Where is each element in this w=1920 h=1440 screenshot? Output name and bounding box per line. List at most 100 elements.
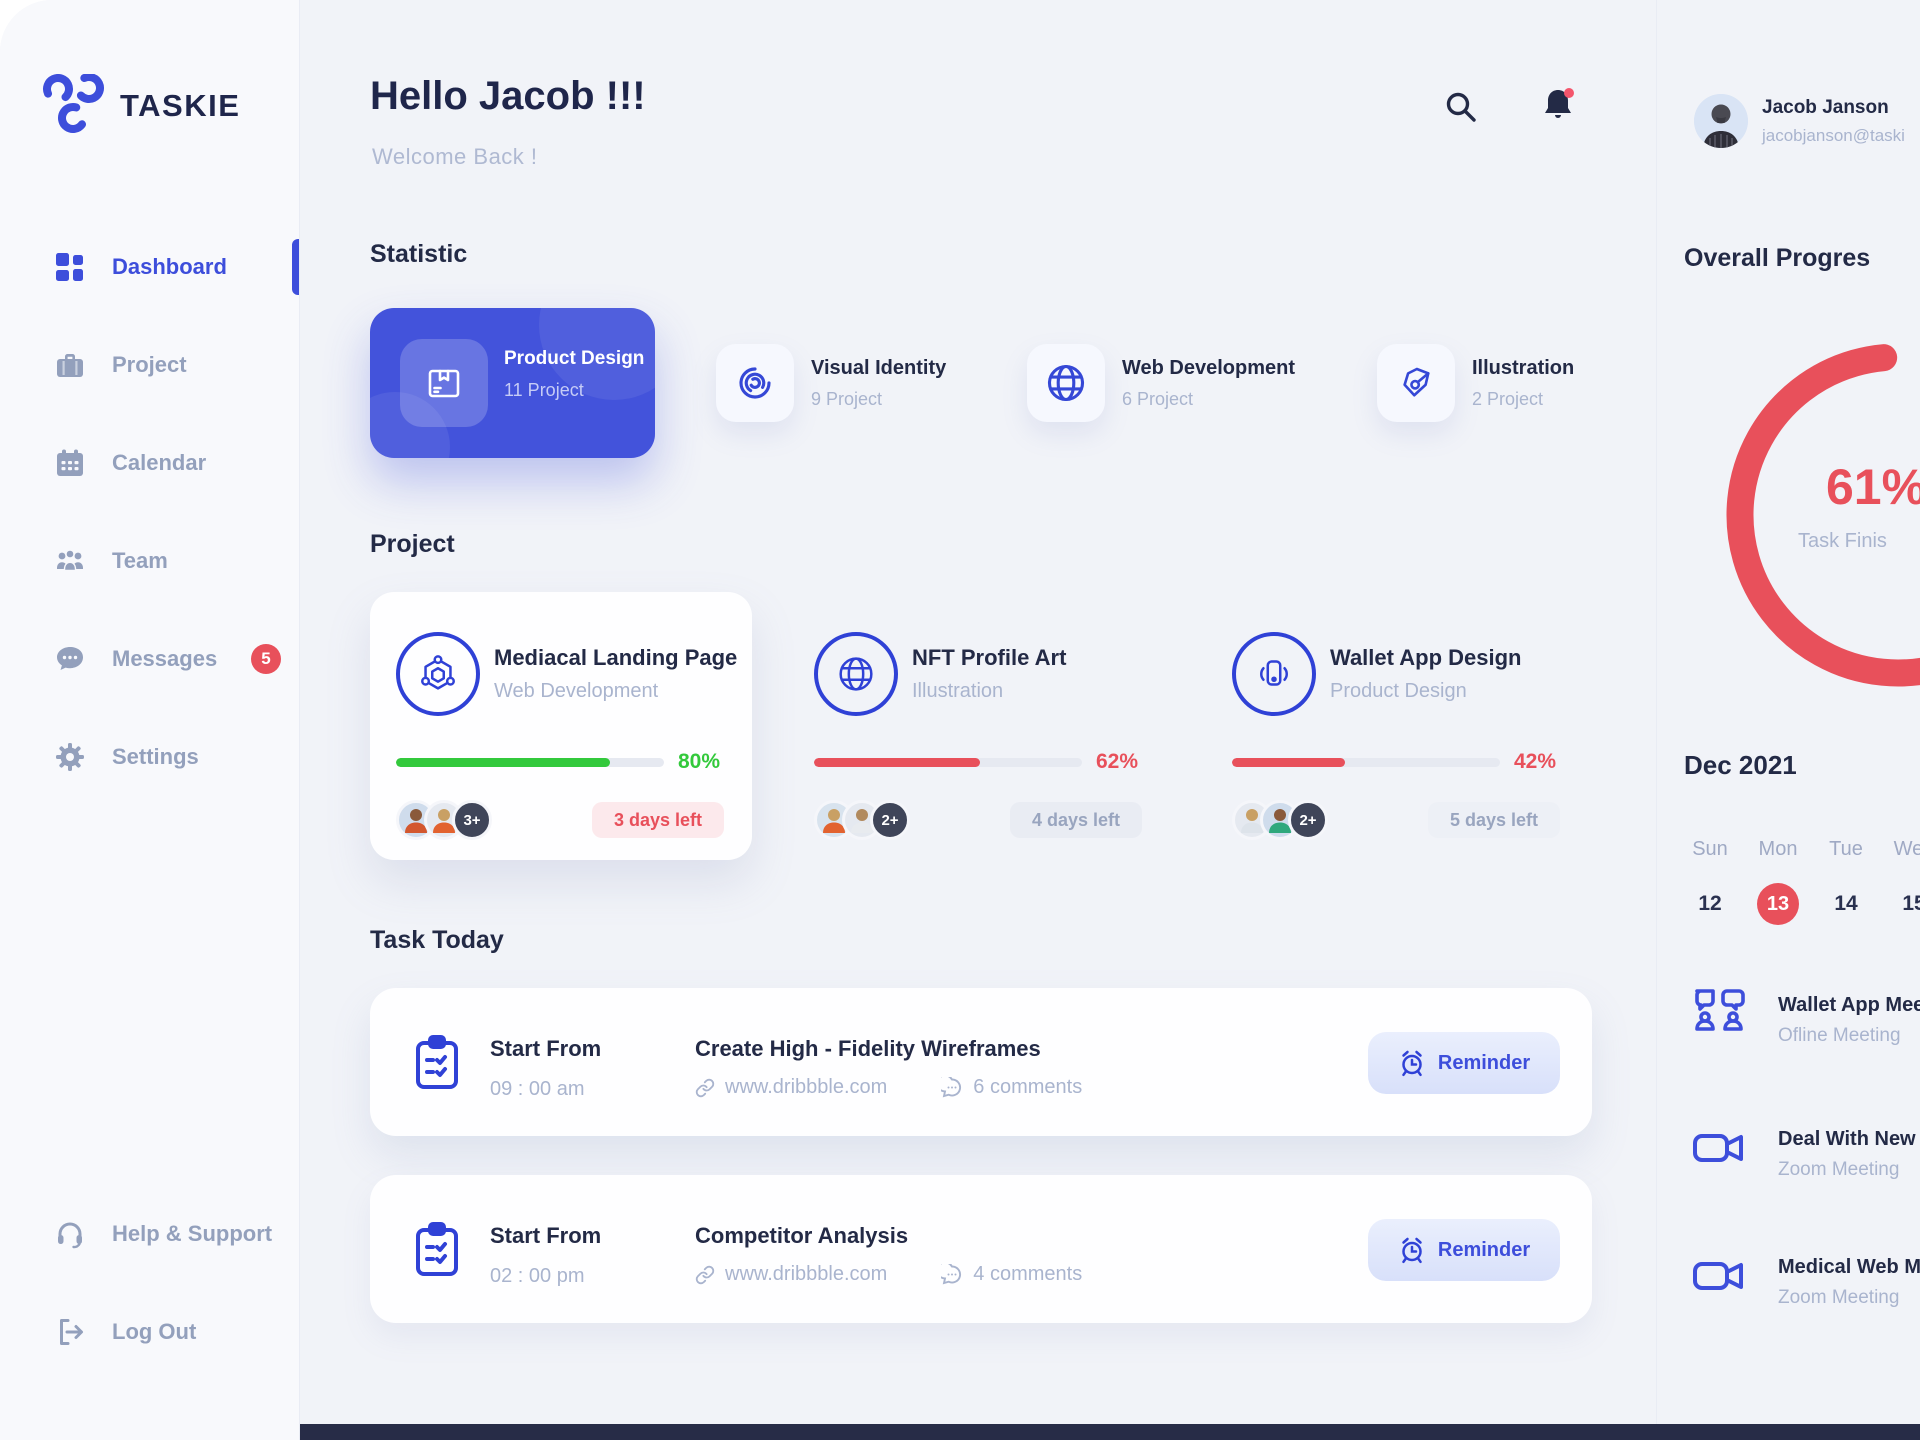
notifications-button[interactable]	[1540, 86, 1576, 126]
alarm-clock-icon	[1402, 1050, 1422, 1077]
extra-members-badge: 2+	[1288, 800, 1328, 840]
stat-card-count: 11 Project	[504, 380, 584, 400]
right-panel-divider	[1656, 0, 1657, 1440]
alarm-clock-icon	[1402, 1237, 1422, 1264]
calendar-dates: 12 13 14 15	[1676, 882, 1920, 926]
search-button[interactable]	[1444, 90, 1478, 124]
day-name: Sun	[1692, 838, 1728, 860]
progress-fill	[814, 757, 981, 767]
task-link[interactable]: www.dribbble.com	[725, 1263, 888, 1285]
project-card-wallet-app-design[interactable]: Wallet App Design Product Design 42% 2+ …	[1206, 592, 1588, 860]
sidebar-item-calendar[interactable]: Calendar	[0, 434, 299, 492]
progress-fill	[1232, 757, 1345, 767]
sidebar-nav: Dashboard Project	[0, 238, 299, 826]
member-avatars: 2+	[814, 800, 910, 840]
progress-percent: 62%	[1096, 750, 1139, 773]
link-icon	[695, 1265, 715, 1284]
task-time: 09 : 00 am	[490, 1078, 585, 1100]
user-name: Jacob Janson	[1762, 96, 1889, 118]
sidebar-item-settings[interactable]: Settings	[0, 728, 299, 786]
sidebar-item-label: Messages	[112, 646, 218, 671]
package-icon	[400, 339, 488, 427]
task-start-label: Start From	[490, 1036, 602, 1061]
pen-tool-icon	[1377, 344, 1455, 422]
progress-track	[814, 757, 1082, 767]
bell-icon	[1545, 88, 1574, 118]
active-indicator	[292, 239, 299, 295]
task-comments: 6 comments	[973, 1076, 1083, 1098]
sidebar-item-help-support[interactable]: Help & Support	[0, 1205, 299, 1263]
sidebar-item-label: Team	[112, 548, 168, 573]
headset-icon	[54, 1218, 86, 1250]
meeting-item[interactable]: Wallet App Mee Ofline Meeting	[1690, 984, 1920, 1047]
progress-track	[1232, 757, 1500, 767]
sidebar-item-team[interactable]: Team	[0, 532, 299, 590]
avatar	[1694, 94, 1748, 148]
task-link[interactable]: www.dribbble.com	[725, 1076, 888, 1098]
project-title: Wallet App Design	[1330, 645, 1522, 670]
progress-percent: 80%	[678, 750, 721, 773]
overall-progress-percent: 61%	[1826, 459, 1920, 515]
task-row[interactable]: Start From 02 : 00 pm Competitor Analysi…	[370, 1175, 1592, 1323]
task-today-section-title: Task Today	[370, 926, 504, 954]
stat-card-count: 2 Project	[1472, 388, 1544, 409]
project-title: Mediacal Landing Page	[494, 645, 738, 670]
progress-track	[396, 757, 664, 767]
overall-progress-ring	[1726, 343, 1920, 687]
link-icon	[695, 1078, 715, 1097]
project-card-mediacal-landing-page[interactable]: Mediacal Landing Page Web Development 80…	[370, 592, 752, 860]
calendar-icon	[54, 447, 86, 479]
sidebar-item-project[interactable]: Project	[0, 336, 299, 394]
days-left-badge: 3 days left	[591, 802, 724, 838]
stat-card-label: Illustration	[1472, 356, 1575, 379]
task-title: Competitor Analysis	[695, 1223, 909, 1248]
stat-card-label: Product Design	[504, 348, 645, 369]
calendar-date[interactable]: 14	[1834, 892, 1858, 915]
day-name: Mon	[1758, 838, 1798, 860]
meeting-item[interactable]: Medical Web M Zoom Meeting	[1690, 1246, 1920, 1309]
calendar-day-names: Sun Mon Tue Wed	[1676, 838, 1920, 861]
meeting-title: Wallet App Mee	[1778, 994, 1920, 1016]
user-email: jacobjanson@taski	[1762, 125, 1905, 145]
user-profile[interactable]: Jacob Janson jacobjanson@taski	[1694, 94, 1905, 148]
people-chat-icon	[1690, 984, 1750, 1044]
stat-card-count: 9 Project	[811, 388, 883, 409]
stat-card-product-design[interactable]: Product Design 11 Project	[370, 308, 655, 458]
member-avatars: 2+	[1232, 800, 1328, 840]
sidebar-item-messages[interactable]: Messages 5	[0, 630, 299, 688]
sidebar-item-logout[interactable]: Log Out	[0, 1303, 299, 1361]
search-icon	[1446, 92, 1476, 122]
reminder-button[interactable]: Reminder	[1368, 1219, 1560, 1281]
app-logo: TASKIE	[42, 74, 240, 138]
project-section-title: Project	[370, 530, 455, 558]
taskie-logo-icon	[43, 74, 104, 133]
member-avatars: 3+	[396, 800, 492, 840]
reminder-label: Reminder	[1437, 1238, 1531, 1261]
page-title: Hello Jacob !!!	[370, 74, 646, 118]
day-name: Wed	[1893, 838, 1920, 860]
project-category: Product Design	[1330, 680, 1467, 702]
stat-card-visual-identity[interactable]: Visual Identity 9 Project	[716, 344, 946, 422]
day-name: Tue	[1829, 838, 1863, 860]
hexagon-node-icon	[396, 632, 480, 716]
calendar-date-selected[interactable]: 13	[1744, 882, 1812, 926]
stat-card-web-development[interactable]: Web Development 6 Project	[1027, 344, 1295, 422]
calendar-month: Dec 2021	[1684, 750, 1797, 780]
stat-card-illustration[interactable]: Illustration 2 Project	[1377, 344, 1574, 422]
calendar-date[interactable]: 15	[1902, 892, 1920, 915]
project-card-nft-profile-art[interactable]: NFT Profile Art Illustration 62% 2+ 4 da…	[788, 592, 1170, 860]
project-category: Illustration	[912, 680, 1004, 702]
calendar-date[interactable]: 12	[1698, 892, 1722, 915]
stat-card-label: Visual Identity	[811, 356, 947, 379]
task-row[interactable]: Start From 09 : 00 am Create High - Fide…	[370, 988, 1592, 1136]
reminder-button[interactable]: Reminder	[1368, 1032, 1560, 1094]
sidebar-item-label: Dashboard	[112, 254, 227, 279]
briefcase-icon	[54, 349, 86, 381]
globe-outline-icon	[814, 632, 898, 716]
meeting-item[interactable]: Deal With New Zoom Meeting	[1690, 1118, 1916, 1181]
sidebar-item-label: Project	[112, 352, 187, 377]
gear-icon	[54, 741, 86, 773]
sidebar-item-dashboard[interactable]: Dashboard	[0, 238, 299, 296]
notification-dot	[1564, 88, 1574, 98]
